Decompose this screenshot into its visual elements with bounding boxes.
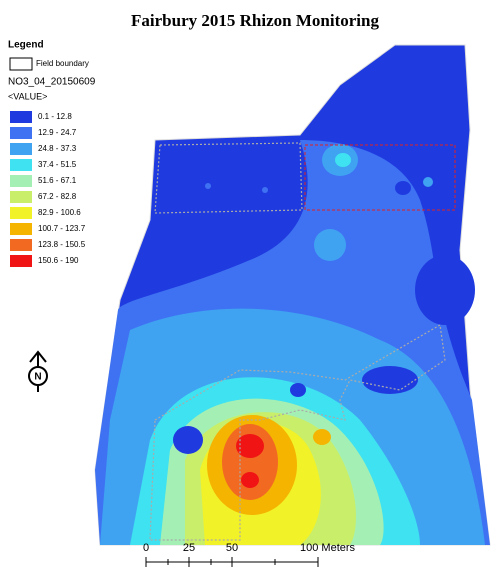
- legend-swatch: [10, 111, 32, 123]
- north-arrow: N: [28, 350, 48, 392]
- map-title: Fairbury 2015 Rhizon Monitoring: [131, 11, 379, 30]
- highlight-box: [304, 144, 456, 211]
- scale-label: 0: [143, 542, 149, 554]
- legend-swatch: [10, 223, 32, 235]
- legend-swatch: [10, 207, 32, 219]
- legend-label: 37.4 - 51.5: [38, 160, 77, 169]
- layer-name: NO3_04_20150609: [8, 77, 96, 88]
- legend-label: 82.9 - 100.6: [38, 208, 81, 217]
- legend-label: 12.9 - 24.7: [38, 128, 77, 137]
- boundary-swatch: [9, 57, 33, 71]
- legend-swatch: [10, 239, 32, 251]
- legend-label: 150.6 - 190: [38, 256, 79, 265]
- legend-swatch: [10, 159, 32, 171]
- field-boundaries: [149, 142, 446, 541]
- legend-label: 67.2 - 82.8: [38, 192, 77, 201]
- legend-swatch: [10, 191, 32, 203]
- legend-swatch: [10, 175, 32, 187]
- legend-label: 123.8 - 150.5: [38, 240, 86, 249]
- legend-swatch: [10, 255, 32, 267]
- legend-label: 0.1 - 12.8: [38, 112, 72, 121]
- legend-label: 100.7 - 123.7: [38, 224, 86, 233]
- legend: Legend Field boundary NO3_04_20150609 <V…: [8, 40, 96, 267]
- field-name: <VALUE>: [8, 91, 47, 101]
- legend-label: 51.6 - 67.1: [38, 176, 77, 185]
- scale-label: 50: [226, 542, 238, 554]
- boundary-label: Field boundary: [36, 59, 89, 68]
- scale-label: 25: [183, 542, 195, 554]
- scale-label: 100 Meters: [300, 542, 356, 554]
- legend-swatch: [10, 143, 32, 155]
- legend-label: 24.8 - 37.3: [38, 144, 77, 153]
- raster: [94, 44, 491, 546]
- scale-bar: 0 25 50 100 Meters: [143, 542, 356, 567]
- north-label: N: [34, 372, 41, 383]
- legend-title: Legend: [8, 40, 44, 51]
- legend-swatch: [10, 127, 32, 139]
